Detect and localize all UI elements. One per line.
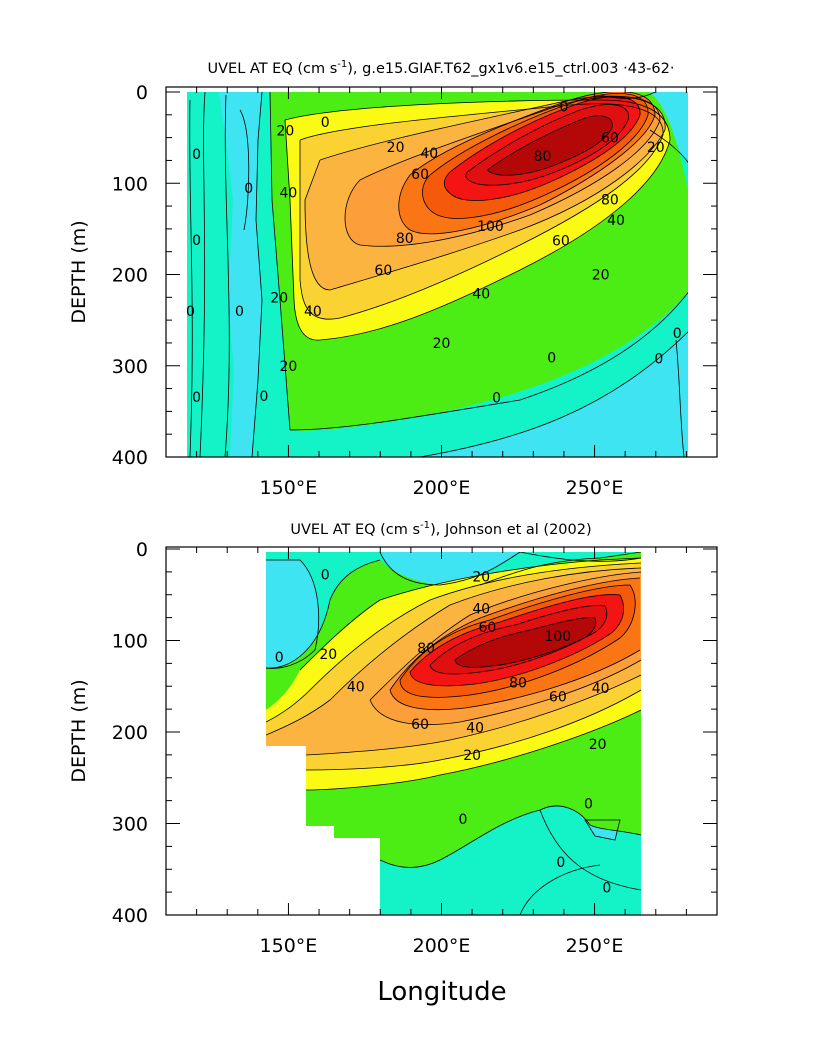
x-tick-label: 250°E: [566, 477, 624, 499]
contour-label: 0: [275, 650, 284, 666]
contour-label: 0: [673, 326, 682, 342]
bottom-panel-title: UVEL AT EQ (cm s-1), Johnson et al (2002…: [290, 520, 591, 538]
contour-label: 0: [602, 881, 611, 897]
y-tick-label: 400: [112, 447, 148, 469]
contour-label: 0: [556, 855, 565, 871]
contour-label: 0: [492, 391, 501, 407]
y-tick-label: 100: [112, 631, 148, 653]
contour-label: 100: [544, 629, 571, 645]
contour-label: 0: [235, 304, 244, 320]
contour-label: 60: [411, 167, 429, 183]
bottom-panel: UVEL AT EQ (cm s-1), Johnson et al (2002…: [68, 520, 718, 1007]
contour-label: 20: [592, 268, 610, 284]
bottom-x-ticks: 150°E 200°E 250°E: [196, 547, 687, 957]
x-tick-label: 200°E: [413, 477, 471, 499]
contour-label: 20: [472, 569, 490, 585]
contour-label: 20: [463, 748, 481, 764]
contour-label: 60: [374, 263, 392, 279]
contour-label: 40: [420, 146, 438, 162]
contour-label: 40: [280, 185, 298, 201]
contour-label: 0: [321, 115, 330, 131]
top-panel: UVEL AT EQ (cm s-1), g.e15.GIAF.T62_gx1v…: [68, 59, 718, 499]
x-tick-label: 250°E: [566, 935, 624, 957]
y-tick-label: 200: [112, 265, 148, 287]
contour-label: 0: [192, 233, 201, 249]
contour-label: 20: [319, 647, 337, 663]
y-tick-label: 300: [112, 814, 148, 836]
contour-label: 0: [244, 181, 253, 197]
contour-label: 40: [592, 681, 610, 697]
contour-label: 40: [466, 720, 484, 736]
top-panel-title: UVEL AT EQ (cm s-1), g.e15.GIAF.T62_gx1v…: [208, 59, 675, 77]
bottom-velocity-field: [266, 552, 641, 915]
top-x-ticks: 150°E 200°E 250°E: [196, 87, 687, 499]
x-tick-label: 150°E: [260, 935, 318, 957]
contour-label: 0: [654, 351, 663, 367]
y-tick-label: 100: [112, 173, 148, 195]
bottom-contour-labels: 0 0 0 0 0 0 20 20 20 20 40 40 40 40 60 60 60 80 80 100: [275, 568, 611, 897]
contour-label: 0: [192, 390, 201, 406]
contour-label: 80: [417, 641, 435, 657]
contour-label: 80: [534, 149, 552, 165]
contour-label: 0: [321, 568, 330, 584]
x-tick-label: 150°E: [260, 477, 318, 499]
contour-label: 60: [552, 234, 570, 250]
contour-label: 80: [396, 231, 414, 247]
contour-label: 40: [472, 287, 490, 303]
contour-label: 40: [472, 601, 490, 617]
top-y-axis-label: DEPTH (m): [68, 220, 90, 323]
contour-label: 40: [304, 304, 322, 320]
contour-label: 20: [433, 336, 451, 352]
top-velocity-field: [187, 92, 688, 457]
contour-label: 20: [589, 737, 607, 753]
y-tick-label: 0: [136, 539, 148, 561]
y-tick-label: 400: [112, 905, 148, 927]
contour-label: 20: [387, 140, 405, 156]
contour-label: 0: [186, 304, 195, 320]
y-tick-label: 0: [136, 82, 148, 104]
contour-label: 20: [280, 359, 298, 375]
x-tick-label: 200°E: [413, 935, 471, 957]
contour-label: 0: [559, 100, 568, 116]
contour-label: 40: [347, 679, 365, 695]
contour-label: 0: [584, 796, 593, 812]
contour-label: 0: [547, 351, 556, 367]
bottom-y-axis-label: DEPTH (m): [68, 679, 90, 782]
contour-label: 20: [647, 140, 665, 156]
contour-label: 20: [276, 123, 294, 139]
y-tick-label: 200: [112, 722, 148, 744]
contour-label: 60: [601, 131, 619, 147]
contour-label: 40: [607, 213, 625, 229]
contour-label: 80: [509, 676, 527, 692]
contour-label: 0: [192, 147, 201, 163]
bottom-x-axis-label: Longitude: [377, 977, 506, 1007]
contour-label: 0: [458, 812, 467, 828]
contour-label: 60: [549, 689, 567, 705]
contour-label: 60: [411, 717, 429, 733]
contour-label: 0: [259, 389, 268, 405]
y-tick-label: 300: [112, 356, 148, 378]
contour-label: 60: [479, 620, 497, 636]
contour-label: 20: [270, 290, 288, 306]
contour-label: 80: [601, 193, 619, 209]
contour-label: 100: [477, 219, 504, 235]
